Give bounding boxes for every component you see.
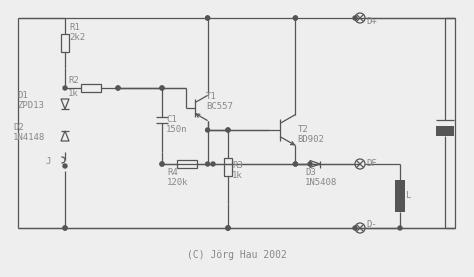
Circle shape — [353, 16, 357, 20]
Text: R1
2k2: R1 2k2 — [69, 23, 85, 42]
Text: D2
1N4148: D2 1N4148 — [13, 123, 45, 142]
Bar — [61, 34, 69, 52]
Circle shape — [206, 162, 210, 166]
Text: D1
ZPD13: D1 ZPD13 — [17, 91, 44, 111]
Circle shape — [226, 226, 230, 230]
Text: T1
BC557: T1 BC557 — [206, 92, 233, 111]
Bar — [395, 180, 405, 212]
Text: R3
1k: R3 1k — [232, 161, 243, 180]
Circle shape — [308, 162, 312, 166]
Bar — [436, 126, 454, 136]
Circle shape — [226, 128, 230, 132]
Text: DF: DF — [366, 159, 377, 168]
Circle shape — [63, 226, 67, 230]
Text: D-: D- — [366, 220, 377, 229]
Bar — [82, 84, 101, 92]
Circle shape — [211, 162, 215, 166]
Circle shape — [206, 16, 210, 20]
Text: C1
150n: C1 150n — [166, 115, 188, 134]
Circle shape — [206, 128, 210, 132]
Circle shape — [63, 226, 67, 230]
Circle shape — [206, 16, 210, 20]
Text: D+: D+ — [366, 17, 377, 26]
Circle shape — [226, 226, 230, 230]
Text: J: J — [45, 157, 50, 166]
Text: D3
1N5408: D3 1N5408 — [305, 168, 337, 188]
Circle shape — [160, 86, 164, 90]
Bar — [177, 160, 198, 168]
Circle shape — [293, 16, 297, 20]
Circle shape — [353, 226, 357, 230]
Text: (C) Jörg Hau 2002: (C) Jörg Hau 2002 — [187, 250, 287, 260]
Circle shape — [226, 226, 230, 230]
Circle shape — [160, 162, 164, 166]
Circle shape — [293, 16, 297, 20]
Text: R4
120k: R4 120k — [167, 168, 189, 188]
Text: R2: R2 — [68, 76, 79, 85]
Circle shape — [293, 162, 297, 166]
Text: T2
BD902: T2 BD902 — [297, 125, 324, 144]
Circle shape — [160, 86, 164, 90]
Circle shape — [398, 226, 402, 230]
Circle shape — [116, 86, 120, 90]
Bar — [224, 158, 232, 176]
Circle shape — [226, 128, 230, 132]
Circle shape — [160, 162, 164, 166]
Circle shape — [63, 164, 67, 168]
Circle shape — [63, 86, 67, 90]
Text: L: L — [406, 191, 411, 200]
Circle shape — [116, 86, 120, 90]
Circle shape — [293, 162, 297, 166]
Text: 1k: 1k — [68, 89, 79, 98]
